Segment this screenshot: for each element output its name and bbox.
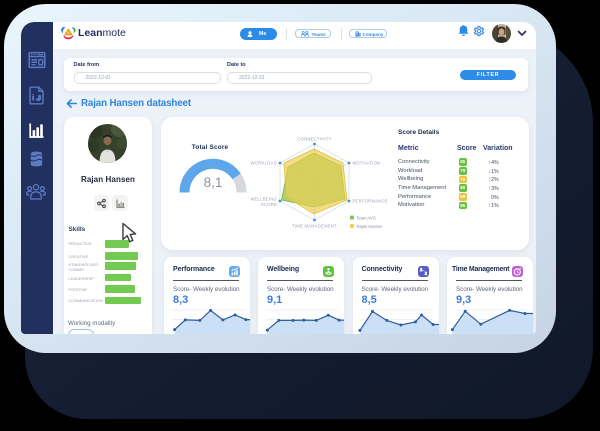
- svg-text:PERFORMANCE: PERFORMANCE: [353, 199, 388, 204]
- svg-text:CONNECTIVITY: CONNECTIVITY: [297, 137, 331, 142]
- svg-text:SCORE: SCORE: [261, 202, 277, 207]
- svg-text:MOTIVATION: MOTIVATION: [353, 161, 381, 166]
- svg-text:WELLBEING: WELLBEING: [250, 197, 277, 202]
- svg-text:Team AVG: Team AVG: [357, 215, 376, 220]
- svg-text:WORKLOAD: WORKLOAD: [251, 161, 277, 166]
- svg-text:Rajan Hansen: Rajan Hansen: [357, 224, 384, 229]
- svg-text:TIME MANAGEMENT: TIME MANAGEMENT: [292, 224, 337, 229]
